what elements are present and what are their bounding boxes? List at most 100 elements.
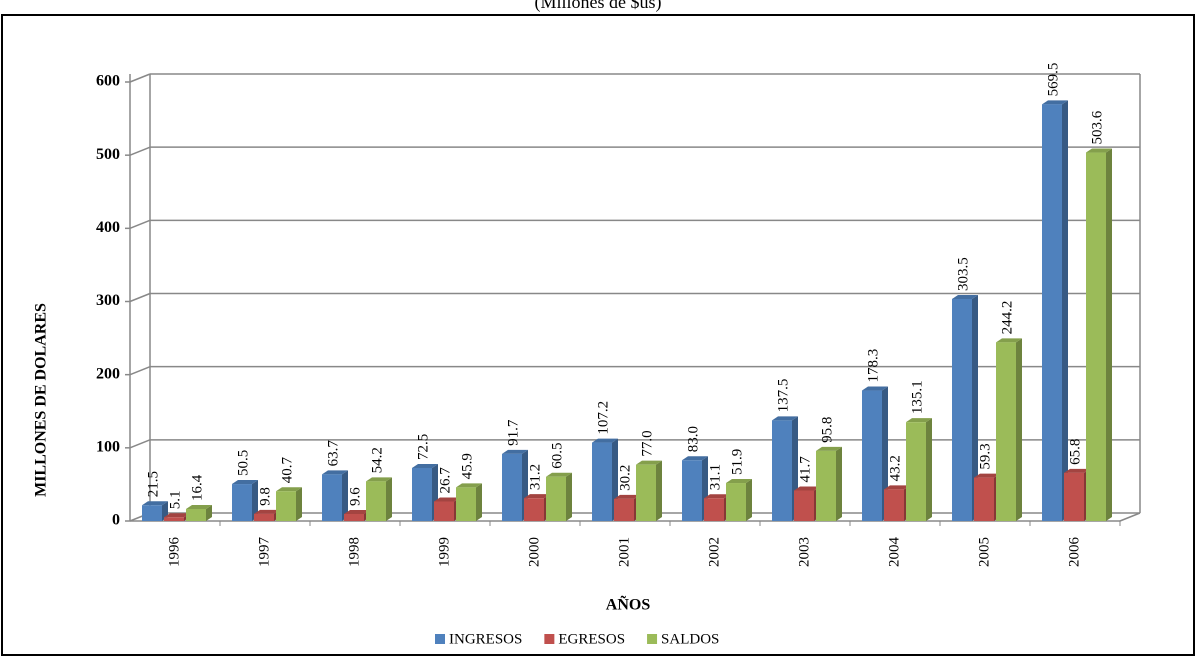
data-label: 77.0 [639, 430, 655, 456]
bar [412, 467, 432, 521]
bar [546, 476, 566, 521]
bar-side [656, 460, 662, 521]
data-label: 91.7 [505, 419, 521, 446]
x-tick-label: 1996 [166, 537, 182, 568]
bar-top [884, 485, 910, 490]
y-tick-label: 400 [96, 219, 120, 236]
bar-top [614, 494, 640, 499]
bar-side [566, 472, 572, 521]
bar-side [386, 477, 392, 521]
bar [952, 298, 972, 521]
bar-top [502, 449, 528, 454]
bar [816, 450, 836, 521]
bar [704, 498, 724, 521]
grid-line [129, 73, 151, 83]
data-label: 65.8 [1067, 439, 1083, 465]
bar [366, 481, 386, 521]
bar-top [996, 338, 1022, 343]
data-label: 178.3 [865, 349, 881, 383]
grid-line [129, 439, 151, 449]
data-label: 45.9 [459, 453, 475, 479]
legend-label: EGRESOS [558, 631, 625, 647]
data-label: 83.0 [685, 426, 701, 452]
bar-side [1106, 148, 1112, 522]
data-label: 107.2 [595, 401, 611, 435]
x-tick-label: 2002 [706, 537, 722, 567]
y-tick-label: 600 [96, 73, 120, 90]
grid-line [129, 292, 151, 303]
bar-top [862, 386, 888, 391]
bar-side [926, 418, 932, 521]
legend-label: SALDOS [661, 631, 719, 647]
data-label: 40.7 [279, 456, 295, 483]
bar-side [836, 446, 842, 521]
bar [1086, 152, 1106, 522]
bar-top [704, 494, 730, 499]
bar [164, 517, 184, 521]
bar [636, 464, 656, 521]
data-label: 9.6 [347, 487, 363, 506]
bar [592, 442, 612, 521]
data-label: 41.7 [797, 456, 813, 483]
data-label: 569.5 [1045, 63, 1061, 97]
data-label: 303.5 [955, 257, 971, 291]
data-label: 30.2 [617, 465, 633, 491]
bar-side [476, 483, 482, 521]
bar [456, 487, 476, 521]
y-tick-label: 0 [112, 512, 120, 529]
data-label: 60.5 [549, 442, 565, 468]
data-label: 95.8 [819, 417, 835, 443]
bar-side [972, 294, 978, 521]
bar-top [232, 480, 258, 485]
bar-top [344, 509, 370, 514]
data-label: 9.8 [257, 487, 273, 506]
bar-top [412, 463, 438, 468]
bar-top [772, 416, 798, 421]
bar-top [366, 477, 392, 482]
bar [254, 513, 274, 521]
bar-side [342, 470, 348, 521]
bar-side [746, 479, 752, 521]
x-tick-label: 2005 [976, 537, 992, 567]
legend-swatch [544, 634, 555, 644]
bar [794, 490, 814, 521]
x-tick-label: 2004 [886, 537, 902, 568]
data-label: 137.5 [775, 379, 791, 413]
bar [186, 509, 206, 521]
data-label: 135.1 [909, 380, 925, 414]
data-label: 5.1 [167, 491, 183, 510]
bar-side [1016, 338, 1022, 521]
bar-top [952, 294, 978, 299]
data-label: 63.7 [325, 440, 341, 467]
bar-side [296, 487, 302, 521]
bar [276, 491, 296, 521]
bar [884, 489, 904, 521]
bar-top [142, 501, 168, 506]
bar-top [254, 509, 280, 514]
grid-line [129, 219, 151, 230]
bar [1042, 104, 1062, 522]
data-label: 26.7 [437, 467, 453, 494]
bar [344, 513, 364, 521]
legend-label: INGRESOS [449, 631, 522, 647]
bar [232, 484, 252, 521]
bar [862, 390, 882, 521]
bar-top [164, 513, 190, 518]
x-tick-label: 2006 [1066, 537, 1082, 568]
bar-top [1086, 148, 1112, 153]
data-label: 50.5 [235, 450, 251, 476]
grid-line [129, 365, 151, 376]
data-label: 16.4 [189, 474, 205, 501]
data-label: 59.3 [977, 443, 993, 469]
bar [434, 501, 454, 521]
bar-top [1064, 468, 1090, 473]
y-tick-label: 500 [96, 146, 120, 163]
bar-top [906, 418, 932, 423]
legend-swatch [647, 634, 658, 644]
x-tick-label: 2001 [616, 537, 632, 567]
bar [322, 474, 342, 521]
bar [502, 453, 522, 521]
data-label: 43.2 [887, 455, 903, 481]
bar-side [252, 480, 258, 521]
bar-top [524, 494, 550, 499]
